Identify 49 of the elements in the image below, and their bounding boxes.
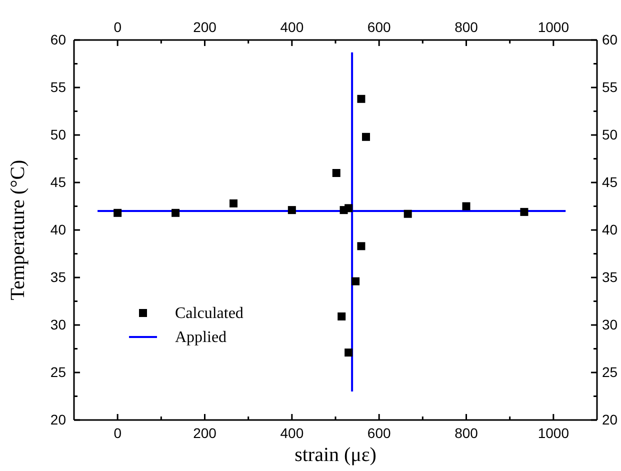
- y-tick-label: 55: [50, 78, 66, 95]
- x-tick-label: 200: [193, 424, 217, 441]
- y-tick-label: 35: [50, 268, 66, 285]
- x-axis-title: strain (με): [294, 444, 376, 466]
- point: [520, 208, 528, 216]
- y2-tick-label: 60: [602, 31, 618, 48]
- x-tick-label: 600: [367, 424, 391, 441]
- x-tick-label: 1000: [538, 424, 570, 441]
- point: [344, 204, 353, 212]
- point: [288, 206, 296, 214]
- point: [362, 132, 370, 141]
- y2-tick-label: 45: [602, 174, 618, 190]
- x2-tick-label: 200: [193, 19, 217, 35]
- y-tick-label: 40: [50, 221, 66, 238]
- point: [357, 242, 366, 250]
- point: [404, 210, 412, 218]
- y2-tick-label: 30: [602, 316, 618, 332]
- x2-tick-label: 800: [454, 19, 478, 35]
- point: [338, 312, 346, 320]
- y2-tick-label: 25: [602, 364, 618, 380]
- point: [172, 208, 180, 217]
- x2-tick-label: 600: [367, 19, 391, 35]
- x2-tick-label: 0: [114, 19, 122, 35]
- legend-label: Calculated: [175, 305, 244, 322]
- y2-tick-label: 35: [602, 268, 618, 285]
- y-tick-label: 60: [50, 31, 66, 48]
- y2-tick-label: 55: [602, 78, 618, 95]
- point: [344, 348, 353, 357]
- x2-tick-label: 1000: [538, 19, 570, 35]
- y-tick-label: 30: [50, 316, 66, 332]
- point: [462, 202, 470, 210]
- point: [352, 277, 360, 286]
- legend-label: Applied: [175, 329, 227, 346]
- point: [230, 199, 238, 208]
- point: [114, 208, 122, 217]
- y2-tick-label: 50: [602, 126, 618, 142]
- point: [357, 94, 366, 103]
- y-axis-title: Temperature (°C): [7, 160, 29, 300]
- x-tick-label: 0: [114, 424, 122, 441]
- y-tick-label: 45: [50, 174, 66, 190]
- y-tick-label: 25: [50, 364, 66, 380]
- y-tick-label: 20: [50, 411, 66, 428]
- x-tick-label: 400: [280, 424, 304, 441]
- y-tick-label: 50: [50, 126, 66, 142]
- y2-tick-label: 20: [602, 411, 618, 428]
- y2-tick-label: 40: [602, 221, 618, 238]
- x-tick-label: 800: [454, 424, 478, 441]
- x2-tick-label: 400: [280, 19, 304, 35]
- point: [332, 169, 340, 177]
